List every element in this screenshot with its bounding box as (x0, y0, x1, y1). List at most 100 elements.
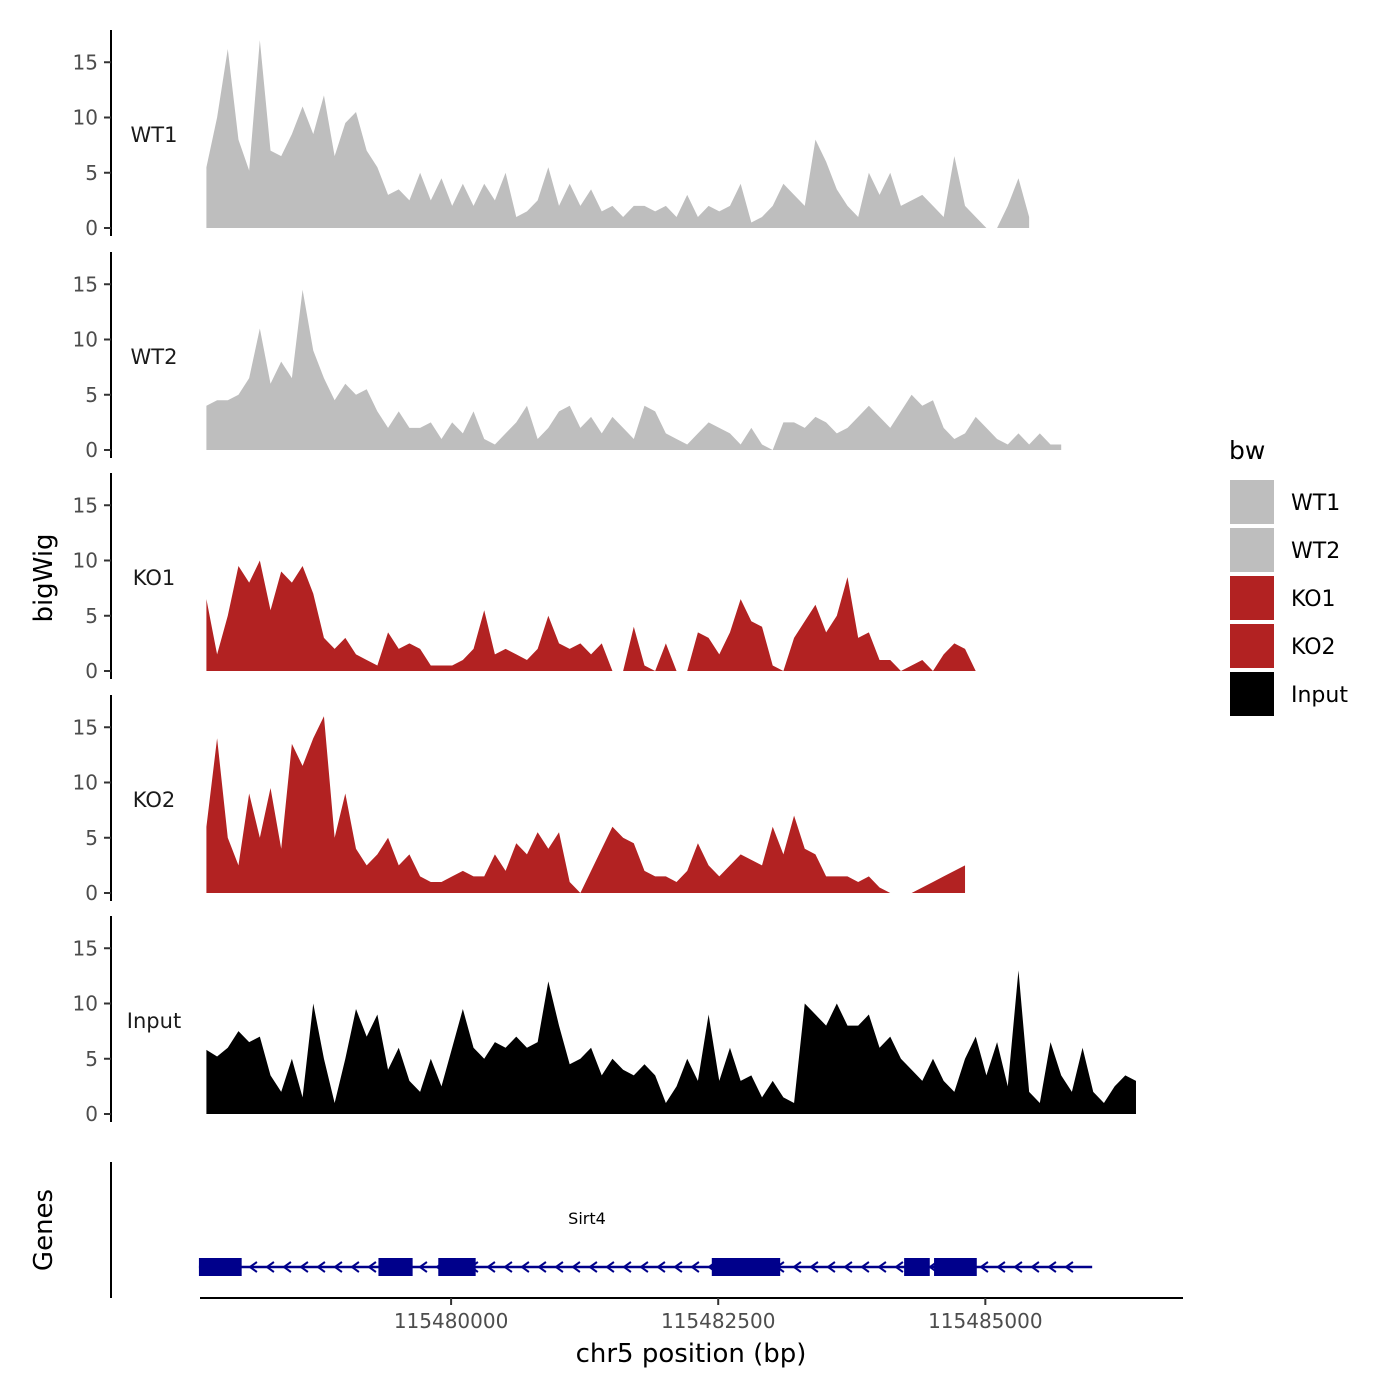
y-tick-label: 0 (85, 881, 98, 905)
legend-label: WT1 (1291, 491, 1340, 516)
track-input: 0 5 10 15 Input (73, 916, 1136, 1126)
strand-arrow (537, 1261, 547, 1273)
coverage-tracks: 0 5 10 15 WT1 0 5 10 15 WT2 0 5 10 15 KO1 0 5 10 15 KO2 0 5 10… (73, 30, 1136, 1126)
y-tick-label: 15 (73, 272, 98, 296)
legend-label: KO1 (1291, 587, 1336, 612)
y-tick-label: 5 (85, 383, 98, 407)
x-axis-ticks: 115480000 115482500 115485000 (394, 1298, 1043, 1333)
gene-exon (198, 1258, 242, 1276)
x-tick-label: 115485000 (928, 1309, 1043, 1333)
strand-arrow (554, 1261, 564, 1273)
track-label: WT2 (131, 345, 178, 369)
strand-arrow (571, 1261, 581, 1273)
y-tick-label: 10 (73, 549, 98, 573)
legend-entries: WT1 WT2 KO1 KO2 Input (1230, 480, 1348, 716)
y-tick-label: 5 (85, 604, 98, 628)
legend-swatch (1230, 624, 1274, 668)
strand-arrow (826, 1261, 836, 1273)
coverage-area-ko2 (206, 716, 966, 893)
strand-arrow (333, 1261, 343, 1273)
y-tick-label: 15 (73, 715, 98, 739)
legend-swatch (1230, 576, 1274, 620)
x-axis-title: chr5 position (bp) (576, 1339, 807, 1369)
track-wt2: 0 5 10 15 WT2 (73, 252, 1062, 462)
y-tick-label: 0 (85, 216, 98, 240)
strand-arrow (503, 1261, 513, 1273)
track-wt1: 0 5 10 15 WT1 (73, 30, 1030, 240)
y-tick-label: 0 (85, 1102, 98, 1126)
gene-exon (438, 1258, 476, 1276)
strand-arrow (316, 1261, 326, 1273)
strand-arrow (860, 1261, 870, 1273)
x-tick-label: 115480000 (394, 1309, 509, 1333)
legend-title: bw (1229, 436, 1265, 465)
strand-arrow (894, 1261, 904, 1273)
strand-arrow (690, 1261, 700, 1273)
strand-arrow (656, 1261, 666, 1273)
y-tick-label: 5 (85, 1047, 98, 1071)
strand-arrow (248, 1261, 258, 1273)
coverage-area-input (206, 970, 1136, 1114)
legend-label: KO2 (1291, 635, 1336, 660)
gene-exon (378, 1258, 413, 1276)
gene-exon (711, 1258, 781, 1276)
coverage-area-wt2 (206, 289, 1062, 450)
strand-arrow (809, 1261, 819, 1273)
track-label: WT1 (131, 123, 178, 147)
strand-arrow (1064, 1261, 1074, 1273)
legend-label: Input (1291, 683, 1348, 708)
gene-exon (934, 1258, 977, 1276)
y-tick-label: 10 (73, 106, 98, 130)
y-tick-label: 10 (73, 328, 98, 352)
gene-model (198, 1258, 1093, 1276)
y-tick-label: 15 (73, 936, 98, 960)
strand-arrow (486, 1261, 496, 1273)
track-label: KO2 (133, 788, 176, 812)
strand-arrow (639, 1261, 649, 1273)
gene-annotation-panel: Sirt4 (110, 1162, 1093, 1298)
track-label: KO1 (133, 566, 176, 590)
y-tick-label: 0 (85, 438, 98, 462)
strand-arrow (299, 1261, 309, 1273)
strand-arrow (282, 1261, 292, 1273)
track-ko2: 0 5 10 15 KO2 (73, 695, 966, 905)
gene-exon (904, 1258, 930, 1276)
strand-arrow (1013, 1261, 1023, 1273)
y-axis-title: bigWig (29, 533, 59, 622)
y-tick-label: 5 (85, 161, 98, 185)
y-tick-label: 10 (73, 771, 98, 795)
coverage-area-wt1 (206, 40, 1030, 229)
legend: bw WT1 WT2 KO1 KO2 Input (1229, 436, 1348, 716)
legend-swatch (1230, 528, 1274, 572)
track-ko1: 0 5 10 15 KO1 (73, 473, 1008, 683)
legend-swatch (1230, 672, 1274, 716)
strand-arrow (979, 1261, 989, 1273)
strand-arrow (622, 1261, 632, 1273)
gene-label: Sirt4 (568, 1209, 606, 1228)
strand-arrow (792, 1261, 802, 1273)
strand-arrow (843, 1261, 853, 1273)
strand-arrow (367, 1261, 377, 1273)
strand-arrow (520, 1261, 530, 1273)
strand-arrow (265, 1261, 275, 1273)
y-tick-label: 5 (85, 826, 98, 850)
legend-label: WT2 (1291, 539, 1340, 564)
x-axis: 115480000 115482500 115485000 chr5 positio… (200, 1297, 1183, 1369)
track-label: Input (127, 1009, 181, 1033)
strand-arrow (605, 1261, 615, 1273)
y-tick-label: 15 (73, 50, 98, 74)
strand-arrow (350, 1261, 360, 1273)
y-tick-label: 15 (73, 493, 98, 517)
strand-arrow (877, 1261, 887, 1273)
strand-arrow (673, 1261, 683, 1273)
y-tick-label: 10 (73, 992, 98, 1016)
strand-arrow (996, 1261, 1006, 1273)
strand-arrow (1030, 1261, 1040, 1273)
legend-swatch (1230, 480, 1274, 524)
strand-arrow (1047, 1261, 1057, 1273)
y-tick-label: 0 (85, 659, 98, 683)
strand-arrow (588, 1261, 598, 1273)
coverage-area-ko1 (206, 560, 1008, 671)
genes-panel-label: Genes (29, 1189, 59, 1271)
